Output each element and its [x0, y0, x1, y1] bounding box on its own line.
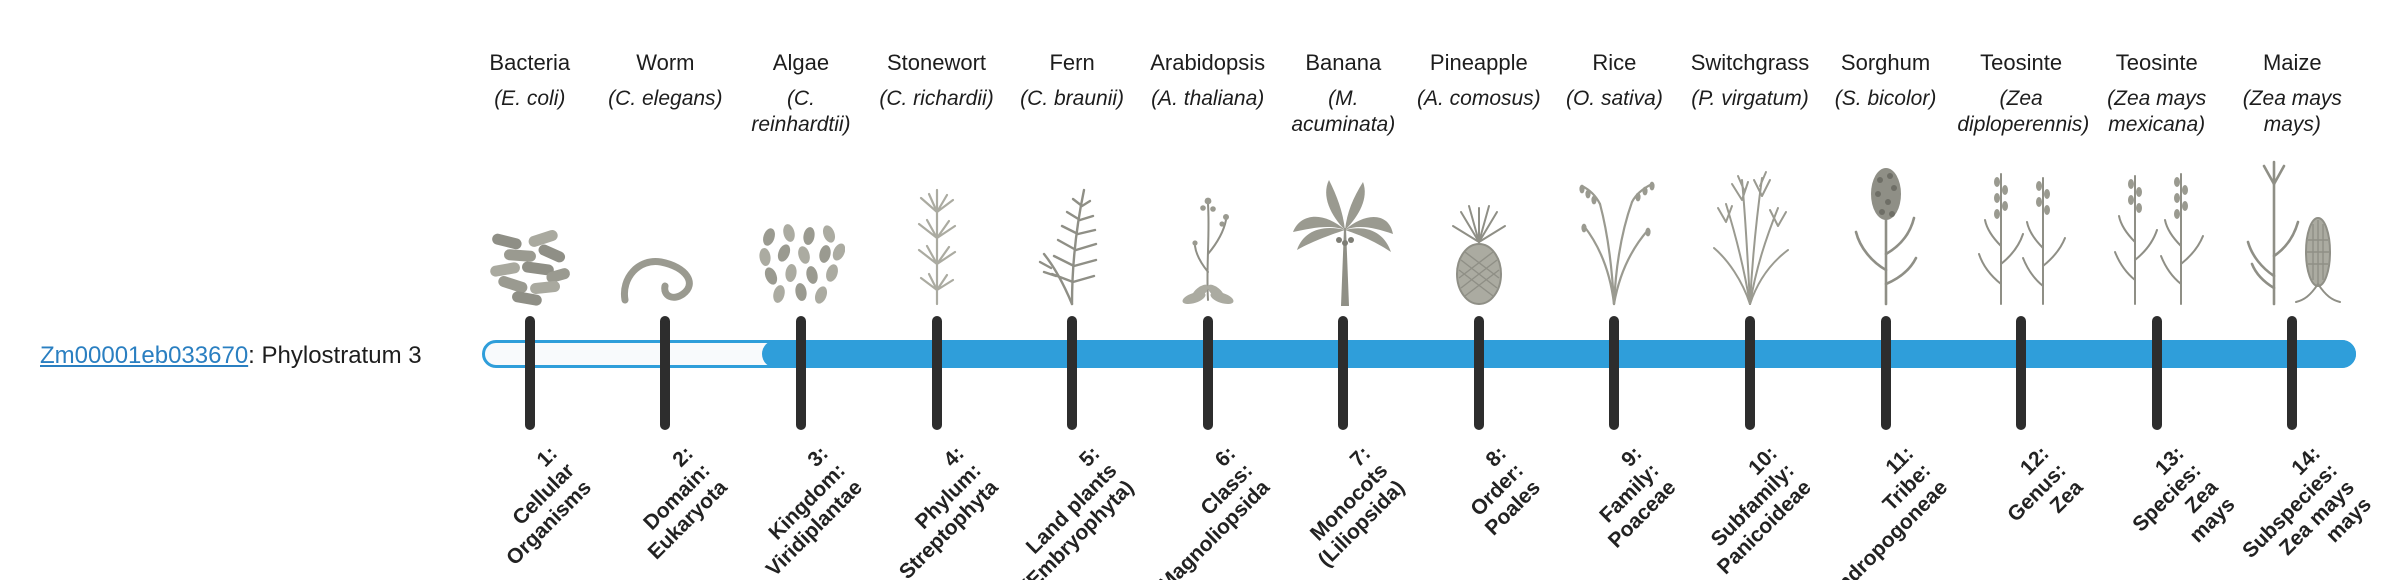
species-common-name: Rice: [1592, 50, 1637, 75]
switchgrass-illustration: [1682, 130, 1818, 308]
worm-illustration: [598, 130, 734, 308]
species-column-sorghum: Sorghum (S. bicolor): [1818, 0, 1954, 580]
bacteria-illustration: [462, 130, 598, 308]
species-scientific-name: (P. virgatum): [1691, 87, 1809, 110]
timeline-bar-fill: [762, 340, 2356, 368]
teosinte-illustration: [2089, 130, 2225, 308]
species-column-switchgrass: Switchgrass (P. virgatum): [1682, 0, 1818, 580]
maize-illustration: [2225, 130, 2361, 308]
stratum-tick: [795, 316, 806, 430]
stratum-label: 2: Domain: Eukaryota: [639, 442, 732, 565]
algae-illustration: [733, 130, 869, 308]
species-column-stonewort: Stonewort (C. richardii) 4: Phylum: Stre…: [869, 0, 1005, 580]
species-scientific-name: (C. braunii): [1020, 87, 1125, 110]
stratum-tick: [1880, 316, 1891, 430]
species-column-rice: Rice (O. sativa): [1547, 0, 1683, 580]
stratum-label: 3: Kingdom: Viridiplantae: [762, 442, 868, 580]
stratum-label: 9: Family: Poaceae: [1595, 442, 1681, 553]
arabidopsis-illustration: [1140, 130, 1276, 308]
stratum-label: 5: Land plants (Embryophyta): [1017, 442, 1139, 580]
stratum-label: 13: Species: Zea mays: [2128, 442, 2241, 548]
stonewort-illustration: [869, 130, 1005, 308]
species-scientific-name: (S. bicolor): [1834, 87, 1937, 110]
species-common-name: Fern: [1049, 50, 1095, 75]
species-column-pineapple: Pineapple (A. comosus) 8: Ord: [1411, 0, 1547, 580]
gene-id-link[interactable]: Zm00001eb033670: [40, 342, 249, 369]
fern-illustration: [1004, 130, 1140, 308]
stratum-tick: [1202, 316, 1213, 430]
species-column-worm: Worm (C. elegans) 2: Domain: Eukaryota: [598, 0, 734, 580]
species-scientific-name: (C. reinhardtii): [751, 87, 851, 137]
species-common-name: Bacteria: [489, 50, 571, 75]
species-scientific-name: (Zea mays mexicana): [2107, 87, 2207, 137]
species-common-name: Worm: [636, 50, 695, 75]
stratum-label: 6: Class: Magnoliopsida: [1153, 442, 1275, 580]
species-column-bacteria: Bacteria (E. coli) 1: Cellular Organism: [462, 0, 598, 580]
species-common-name: Banana: [1305, 50, 1382, 75]
teosinte-illustration: [1953, 130, 2089, 308]
species-scientific-name: (A. thaliana): [1151, 87, 1265, 110]
stratum-label: 7: Monocots (Liliopsida): [1306, 442, 1410, 572]
species-common-name: Algae: [772, 50, 830, 75]
species-scientific-name: (Zea diploperennis): [1957, 87, 2090, 137]
species-column-arabidopsis: Arabidopsis (A. thaliana): [1140, 0, 1276, 580]
species-common-name: Switchgrass: [1690, 50, 1810, 75]
species-scientific-name: (C. elegans): [608, 87, 723, 110]
species-common-name: Arabidopsis: [1150, 50, 1266, 75]
species-column-teosinte-mexicana: Teosinte (Zea mays mexicana): [2089, 0, 2240, 580]
stratum-tick: [2151, 316, 2162, 430]
species-column-fern: Fern (C. braunii): [1004, 0, 1140, 580]
pineapple-illustration: [1411, 130, 1547, 308]
stratum-label: 1: Cellular Organisms: [502, 442, 597, 570]
species-scientific-name: (E. coli): [494, 87, 566, 110]
species-common-name: Maize: [2262, 50, 2322, 75]
stratum-tick: [1744, 316, 1755, 430]
stratum-tick: [2287, 316, 2298, 430]
species-column-banana: Banana (M. acuminata): [1275, 0, 1411, 580]
rice-illustration: [1547, 130, 1683, 308]
species-scientific-name: (M. acuminata): [1291, 87, 1396, 137]
stratum-label: 12: Genus: Zea: [2003, 442, 2088, 527]
stratum-tick: [1609, 316, 1620, 430]
species-column-maize: Maize (Zea mays mays): [2225, 0, 2376, 580]
stratum-tick: [1338, 316, 1349, 430]
stratum-tick: [524, 316, 535, 430]
gene-label: Zm00001eb033670: Phylostratum 3: [40, 342, 422, 370]
banana-illustration: [1275, 130, 1411, 308]
species-column-algae: Algae (C. reinhardtii): [733, 0, 869, 580]
stratum-label: 8: Order: Poales: [1466, 442, 1546, 541]
stratum-tick: [931, 316, 942, 430]
stratum-label: 14: Subspecies: Zea mays mays: [2237, 442, 2376, 563]
stratum-tick: [1067, 316, 1078, 430]
species-common-name: Pineapple: [1429, 50, 1528, 75]
species-scientific-name: (Zea mays mays): [2242, 87, 2342, 137]
species-column-teosinte-diploperennis: Teosinte (Zea diploperennis): [1953, 0, 2089, 580]
sorghum-illustration: [1818, 130, 1954, 308]
stratum-tick: [1473, 316, 1484, 430]
species-common-name: Teosinte: [2115, 50, 2198, 75]
species-scientific-name: (C. richardii): [879, 87, 994, 110]
species-scientific-name: (A. comosus): [1416, 87, 1541, 110]
stratum-label: 4: Phylum: Streptophyta: [895, 442, 1003, 580]
stratum-tick: [660, 316, 671, 430]
stratum-tick: [2016, 316, 2027, 430]
species-common-name: Sorghum: [1840, 50, 1931, 75]
species-scientific-name: (O. sativa): [1565, 87, 1663, 110]
species-common-name: Teosinte: [1980, 50, 2063, 75]
species-common-name: Stonewort: [886, 50, 987, 75]
species-columns: Bacteria (E. coli) 1: Cellular Organism: [462, 0, 2376, 580]
gene-label-suffix: : Phylostratum 3: [248, 342, 422, 369]
